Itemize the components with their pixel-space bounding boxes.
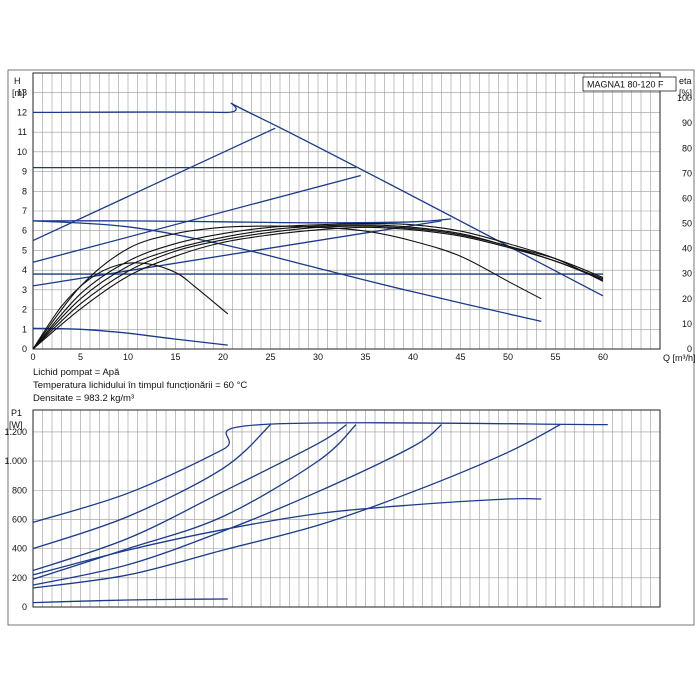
- top-x-tick-label: 35: [360, 352, 370, 362]
- power-tick-label: 800: [12, 485, 27, 495]
- eta-tick-label: 100: [677, 93, 692, 103]
- head-tick-label: 8: [22, 186, 27, 196]
- power-axis-label-line1: P1: [11, 408, 22, 418]
- power-curve: [32, 424, 357, 580]
- efficiency-curve: [32, 222, 604, 350]
- head-tick-label: 3: [22, 285, 27, 295]
- title-box: [582, 76, 677, 92]
- head-curve: [32, 220, 542, 323]
- power-curve: [32, 424, 347, 572]
- eta-tick-label: 10: [682, 319, 692, 329]
- note-density: Densitate = 983.2 kg/m³: [33, 393, 134, 404]
- eta-tick-label: 70: [682, 168, 692, 178]
- head-tick-label: 13: [17, 88, 27, 98]
- eta-tick-label: 0: [687, 344, 692, 354]
- eta-tick-label: 20: [682, 294, 692, 304]
- note-pumped-liquid: Lichid pompat = Apă: [33, 367, 120, 378]
- head-tick-label: 6: [22, 226, 27, 236]
- note-liquid-temperature: Temperatura lichidului în timpul funcțio…: [33, 380, 247, 391]
- head-tick-label: 12: [17, 107, 27, 117]
- eta-tick-label: 90: [682, 118, 692, 128]
- head-efficiency-chart: 0 5 10 15 20 25 30 35 40 45 50 55 60 012345678910111…: [12, 72, 696, 404]
- efficiency-curve: [32, 225, 604, 350]
- efficiency-curve: [32, 262, 229, 350]
- power-axis-label-line2: [W]: [9, 420, 23, 430]
- head-curve: [32, 220, 442, 287]
- power-curve: [32, 424, 271, 550]
- head-curve: [32, 327, 228, 346]
- left-axis-label-line1: H: [14, 76, 21, 86]
- top-x-tick-label: 50: [503, 352, 513, 362]
- top-x-tick-label: 0: [30, 352, 35, 362]
- top-plot-frame: [32, 72, 661, 350]
- head-tick-label: 5: [22, 245, 27, 255]
- power-curve: [32, 598, 228, 604]
- top-x-tick-label: 20: [218, 352, 228, 362]
- top-x-tick-label: 60: [598, 352, 608, 362]
- left-axis-label-line2: [m]: [12, 88, 25, 98]
- right-axis-label-line2: [%]: [679, 88, 692, 98]
- power-curve: [32, 424, 442, 586]
- top-x-tick-label: 10: [123, 352, 133, 362]
- top-x-tick-label: 30: [313, 352, 323, 362]
- head-tick-label: 0: [22, 344, 27, 354]
- power-tick-label: 200: [12, 573, 27, 583]
- eta-tick-label: 60: [682, 193, 692, 203]
- chart-title: MAGNA1 80-120 F: [587, 80, 664, 90]
- power-curve: [32, 422, 608, 524]
- head-tick-label: 4: [22, 265, 27, 275]
- top-x-tick-label: 55: [550, 352, 560, 362]
- power-curve: [32, 424, 561, 589]
- head-tick-label: 7: [22, 206, 27, 216]
- power-chart: 0 200 400 600 800 1.000 1.200 P1 [W]: [4, 408, 661, 612]
- eta-tick-label: 50: [682, 219, 692, 229]
- x-axis-label: Q [m³/h]: [663, 353, 696, 363]
- power-tick-label: 1.000: [4, 456, 27, 466]
- figure-frame: [7, 69, 695, 626]
- head-tick-label: 2: [22, 305, 27, 315]
- head-curve: [32, 218, 452, 224]
- head-tick-label: 11: [18, 127, 27, 137]
- head-tick-label: 10: [17, 147, 27, 157]
- head-curve: [32, 102, 604, 297]
- top-x-tick-label: 45: [455, 352, 465, 362]
- head-tick-label: 1: [22, 324, 27, 334]
- power-tick-label: 1.200: [4, 427, 27, 437]
- top-x-tick-label: 25: [265, 352, 275, 362]
- eta-tick-label: 30: [682, 269, 692, 279]
- efficiency-curve: [32, 226, 604, 350]
- power-tick-label: 0: [22, 602, 27, 612]
- power-tick-label: 600: [12, 514, 27, 524]
- bottom-plot-frame: [32, 409, 661, 608]
- head-curve: [32, 174, 361, 263]
- top-x-tick-label: 5: [78, 352, 83, 362]
- power-tick-label: 400: [12, 544, 27, 554]
- eta-tick-label: 40: [682, 244, 692, 254]
- power-curve: [32, 497, 542, 576]
- right-axis-label-line1: eta: [679, 76, 692, 86]
- head-curve: [32, 127, 276, 242]
- head-tick-label: 9: [22, 167, 27, 177]
- top-x-tick-label: 15: [170, 352, 180, 362]
- eta-tick-label: 80: [682, 143, 692, 153]
- top-x-tick-label: 40: [408, 352, 418, 362]
